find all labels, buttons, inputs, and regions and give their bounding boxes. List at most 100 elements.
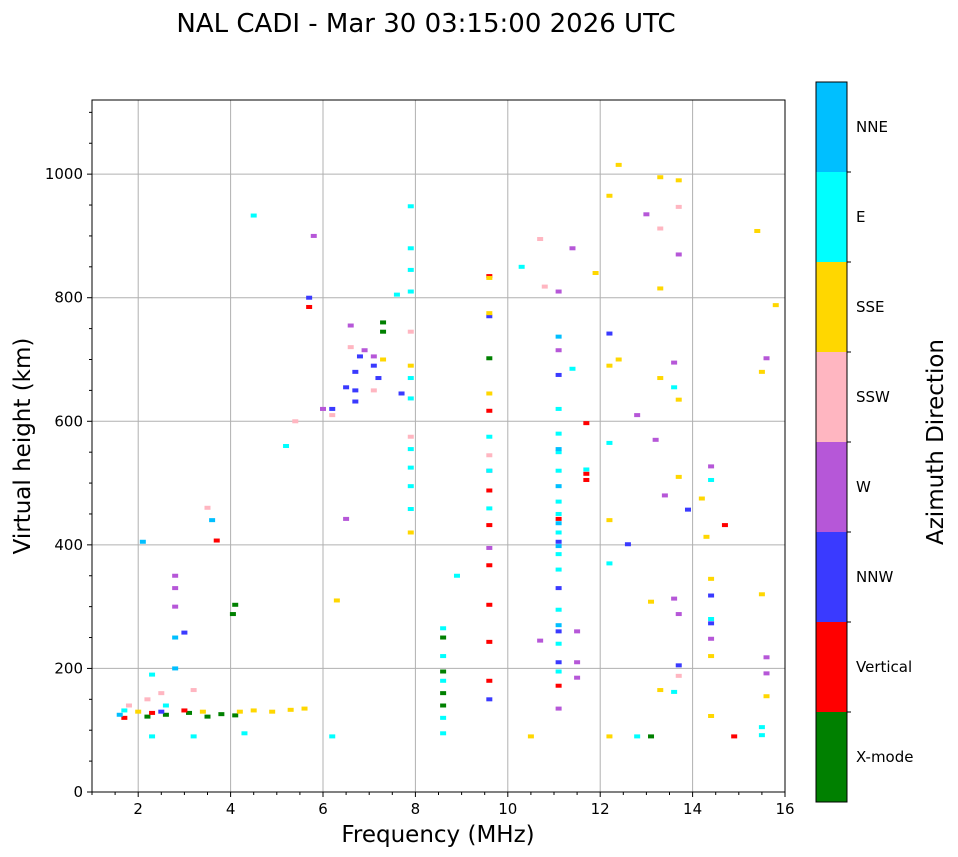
- ionogram-echo: [758, 725, 765, 730]
- ionogram-echo: [615, 162, 622, 167]
- ionogram-echo: [671, 689, 678, 694]
- ionogram-echo: [648, 599, 655, 604]
- ionogram-echo: [708, 654, 715, 659]
- ionogram-echo: [486, 434, 493, 439]
- ionogram-echo: [361, 348, 368, 353]
- ionogram-echo: [486, 602, 493, 607]
- ionogram-echo: [440, 669, 447, 674]
- ionogram-echo: [731, 734, 738, 739]
- ionogram-echo: [172, 604, 179, 609]
- colorbar-segment: [816, 712, 847, 802]
- ionogram-echo: [657, 286, 664, 291]
- y-axis-label: Virtual height (km): [10, 338, 36, 555]
- ionogram-echo: [486, 311, 493, 316]
- ionogram-echo: [555, 607, 562, 612]
- ionogram-echo: [615, 357, 622, 362]
- ionogram-echo: [453, 573, 460, 578]
- colorbar-segment: [816, 82, 847, 172]
- ionogram-echo: [634, 734, 641, 739]
- ionogram-echo: [440, 635, 447, 640]
- ionogram-echo: [684, 507, 691, 512]
- ionogram-echo: [370, 354, 377, 359]
- ionogram-echo: [486, 697, 493, 702]
- ionogram-echo: [583, 471, 590, 476]
- ionogram-echo: [555, 586, 562, 591]
- colorbar-tick-label: NNW: [856, 568, 893, 586]
- ionogram-echo: [440, 691, 447, 696]
- ionogram-echo: [380, 320, 387, 325]
- ionogram-echo: [763, 356, 770, 361]
- ionogram-echo: [190, 734, 197, 739]
- ionogram-echo: [657, 688, 664, 693]
- ionogram-echo: [407, 396, 414, 401]
- ionogram-echo: [283, 444, 290, 448]
- ionogram-echo: [370, 363, 377, 368]
- ionogram-echo: [606, 440, 613, 445]
- ionogram-echo: [125, 703, 132, 708]
- ionogram-echo: [555, 552, 562, 557]
- ionogram-echo: [671, 596, 678, 601]
- ionogram-echo: [287, 707, 294, 712]
- ionogram-echo: [703, 534, 710, 539]
- y-tick-label: 0: [73, 783, 83, 801]
- y-tick-label: 400: [54, 536, 83, 554]
- ionogram-echo: [537, 638, 544, 643]
- ionogram-echo: [555, 447, 562, 452]
- ionogram-echo: [172, 573, 179, 578]
- ionogram-echo: [407, 465, 414, 470]
- ionogram-echo: [657, 226, 664, 231]
- ionogram-echo: [375, 376, 382, 381]
- colorbar-segment: [816, 622, 847, 712]
- y-tick-label: 600: [54, 412, 83, 430]
- ionogram-echo: [407, 289, 414, 294]
- colorbar-segment: [816, 352, 847, 442]
- ionogram-echo: [569, 366, 576, 371]
- ionogram-echo: [306, 295, 313, 300]
- ionogram-echo: [518, 264, 525, 269]
- ionogram-echo: [675, 178, 682, 183]
- ionogram-echo: [758, 733, 765, 738]
- ionogram-echo: [486, 408, 493, 413]
- ionogram-echo: [380, 357, 387, 362]
- ionogram-echo: [356, 354, 363, 359]
- colorbar-tick-label: Vertical: [856, 658, 912, 676]
- ionogram-echo: [398, 391, 405, 396]
- ionogram-echo: [758, 592, 765, 597]
- data-marks: [116, 162, 779, 739]
- ionogram-echo: [657, 376, 664, 381]
- ionogram-echo: [606, 363, 613, 368]
- ionogram-echo: [301, 706, 308, 711]
- ionogram-echo: [486, 678, 493, 683]
- colorbar-tick-label: W: [856, 478, 871, 496]
- ionogram-echo: [555, 468, 562, 473]
- ionogram-echo: [555, 484, 562, 489]
- ionogram-echo: [708, 714, 715, 719]
- plot-area: 2 4 6 8 10 12 14 16 0 200 400 600 800 1000: [45, 99, 795, 818]
- ionogram-echo: [486, 488, 493, 493]
- ionogram-echo: [269, 709, 276, 714]
- ionogram-echo: [407, 484, 414, 489]
- ionogram-echo: [393, 292, 400, 297]
- ionogram-echo: [329, 406, 336, 411]
- ionogram-echo: [229, 612, 236, 617]
- ionogram-echo: [486, 453, 493, 458]
- ionogram-echo: [772, 303, 779, 308]
- ionogram-echo: [698, 496, 705, 501]
- ionogram-echo: [763, 694, 770, 699]
- ionogram-echo: [139, 539, 146, 544]
- ionogram-echo: [555, 629, 562, 634]
- series-x-mode: [144, 320, 655, 739]
- x-tick-label: 6: [318, 800, 328, 818]
- ionogram-echo: [250, 213, 257, 218]
- series-sse: [135, 162, 779, 739]
- ionogram-echo: [606, 518, 613, 523]
- y-tick-label: 800: [54, 289, 83, 307]
- ionogram-echo: [555, 539, 562, 544]
- x-tick-label: 16: [775, 800, 794, 818]
- series-nne: [116, 334, 562, 717]
- ionogram-echo: [657, 175, 664, 180]
- ionogram-echo: [250, 708, 257, 713]
- ionogram-echo: [758, 369, 765, 374]
- ionogram-echo: [116, 712, 123, 717]
